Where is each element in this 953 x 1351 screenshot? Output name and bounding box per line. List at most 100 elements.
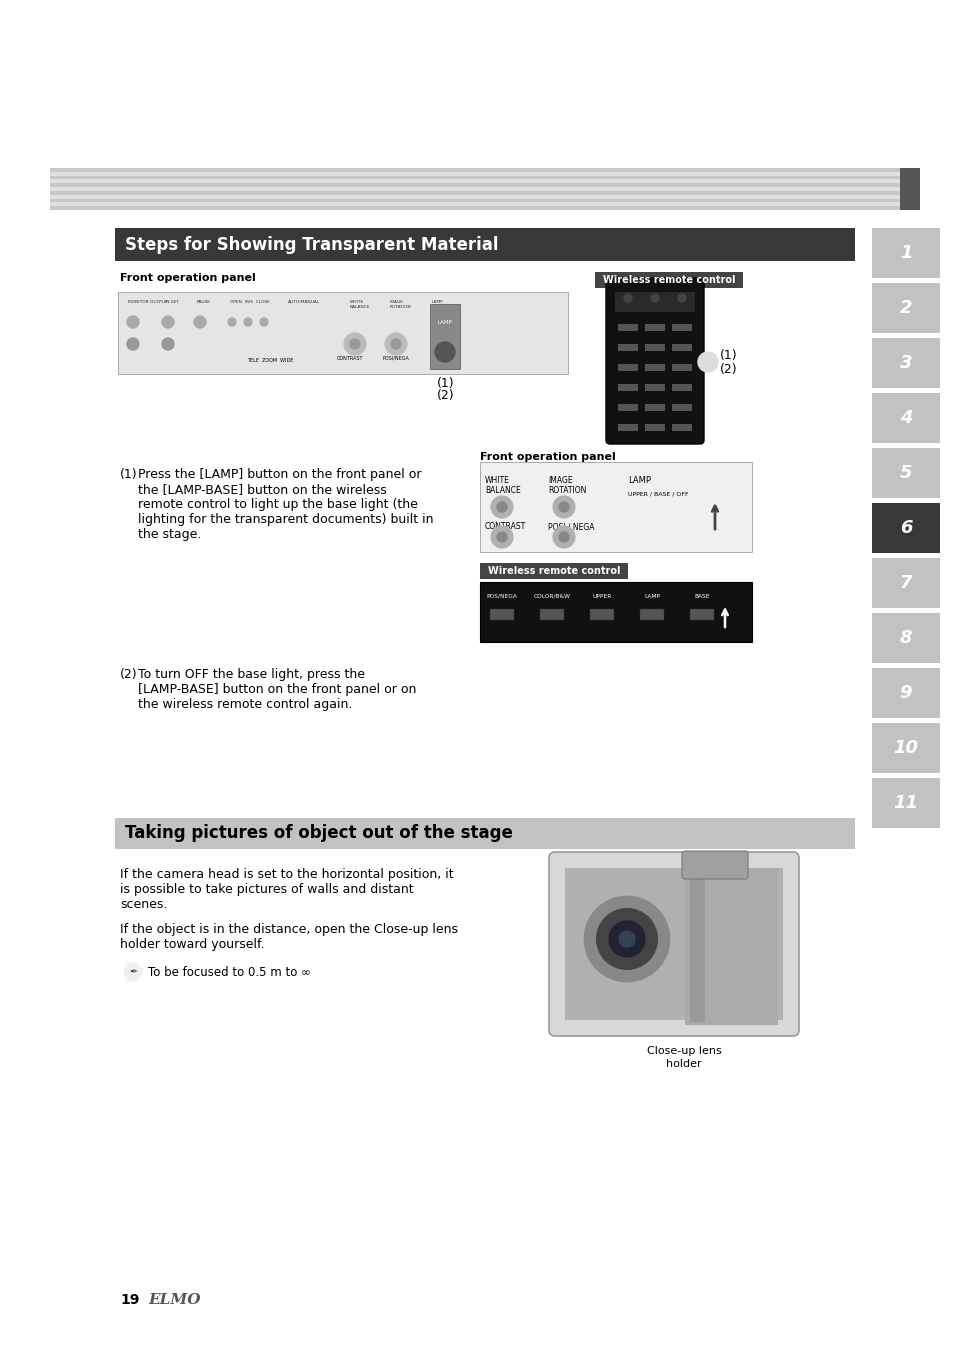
Text: 5: 5	[899, 463, 911, 482]
Bar	[589, 609, 614, 620]
Circle shape	[127, 338, 139, 350]
Text: COLOR/B&W: COLOR/B&W	[533, 594, 570, 598]
Bar	[899, 168, 919, 209]
Bar	[50, 190, 899, 195]
Circle shape	[391, 339, 400, 349]
Circle shape	[435, 342, 455, 362]
Circle shape	[124, 963, 142, 981]
Text: lighting for the transparent documents) built in: lighting for the transparent documents) …	[138, 513, 433, 526]
Bar	[871, 449, 939, 499]
Text: Taking pictures of object out of the stage: Taking pictures of object out of the sta…	[125, 824, 513, 843]
Bar	[539, 609, 563, 620]
Text: 19: 19	[120, 1293, 139, 1306]
Bar	[50, 168, 899, 172]
Circle shape	[260, 317, 268, 326]
Bar	[644, 404, 664, 411]
Bar	[490, 609, 514, 620]
Bar	[564, 867, 782, 1020]
Text: Front operation panel: Front operation panel	[479, 453, 615, 462]
Bar	[50, 203, 899, 207]
Text: (1): (1)	[720, 350, 737, 362]
Bar	[50, 180, 899, 184]
Bar	[871, 282, 939, 332]
Text: 9: 9	[899, 684, 911, 703]
Text: PAUSE: PAUSE	[196, 300, 211, 304]
Text: LAMP: LAMP	[432, 300, 443, 304]
Bar	[871, 667, 939, 717]
Bar	[689, 609, 713, 620]
Text: If the camera head is set to the horizontal position, it: If the camera head is set to the horizon…	[120, 867, 453, 881]
Text: the stage.: the stage.	[138, 528, 201, 540]
Bar	[50, 199, 899, 203]
Text: BASE: BASE	[694, 594, 709, 598]
Bar	[50, 186, 899, 190]
Bar	[644, 345, 664, 351]
Bar	[871, 723, 939, 773]
Circle shape	[650, 295, 659, 303]
Bar	[618, 324, 638, 331]
Bar	[50, 176, 899, 180]
Bar	[618, 363, 638, 372]
Bar	[50, 207, 899, 209]
Circle shape	[608, 921, 644, 957]
Circle shape	[497, 503, 506, 512]
Text: POS/NEGA: POS/NEGA	[486, 594, 517, 598]
Text: IMAGE
ROTATION: IMAGE ROTATION	[547, 476, 586, 496]
Circle shape	[597, 909, 657, 969]
Bar	[644, 324, 664, 331]
Circle shape	[558, 532, 568, 542]
Bar	[618, 384, 638, 390]
Text: LAMP: LAMP	[627, 476, 650, 485]
Circle shape	[344, 332, 366, 355]
Text: WHITE
BALANCE: WHITE BALANCE	[484, 476, 520, 496]
Text: remote control to light up the base light (the: remote control to light up the base ligh…	[138, 499, 417, 511]
Bar	[115, 817, 854, 848]
Bar	[671, 384, 691, 390]
Text: 7: 7	[899, 574, 911, 592]
Text: (1): (1)	[120, 467, 137, 481]
Text: ✒: ✒	[129, 967, 137, 977]
Text: the wireless remote control again.: the wireless remote control again.	[138, 698, 352, 711]
Text: 11: 11	[893, 794, 918, 812]
Circle shape	[618, 931, 635, 947]
Bar	[671, 324, 691, 331]
Circle shape	[127, 316, 139, 328]
Text: Front operation panel: Front operation panel	[120, 273, 255, 282]
Bar	[618, 424, 638, 431]
Bar	[479, 462, 751, 553]
Circle shape	[491, 526, 513, 549]
Text: (2): (2)	[720, 363, 737, 377]
Circle shape	[244, 317, 252, 326]
Circle shape	[491, 496, 513, 517]
Circle shape	[162, 316, 173, 328]
Text: 3: 3	[899, 354, 911, 372]
Circle shape	[553, 496, 575, 517]
Text: [LAMP-BASE] button on the front panel or on: [LAMP-BASE] button on the front panel or…	[138, 684, 416, 696]
Circle shape	[623, 295, 631, 303]
Bar	[871, 613, 939, 663]
Circle shape	[385, 332, 407, 355]
Circle shape	[193, 316, 206, 328]
Text: (1): (1)	[436, 377, 455, 390]
Bar	[871, 778, 939, 828]
Text: is possible to take pictures of walls and distant: is possible to take pictures of walls an…	[120, 884, 414, 896]
Text: LAMP: LAMP	[437, 319, 452, 324]
Bar	[644, 384, 664, 390]
Text: Steps for Showing Transparent Material: Steps for Showing Transparent Material	[125, 235, 498, 254]
Bar	[479, 582, 751, 642]
Bar	[618, 404, 638, 411]
Circle shape	[698, 353, 718, 372]
Bar	[595, 272, 742, 288]
Text: IN SET: IN SET	[165, 300, 179, 304]
Text: IMAGE
ROTATION: IMAGE ROTATION	[390, 300, 412, 308]
Text: scenes.: scenes.	[120, 898, 167, 911]
Text: POSI/NEGA: POSI/NEGA	[382, 355, 409, 361]
Bar	[615, 292, 695, 312]
Bar	[644, 363, 664, 372]
Bar	[644, 424, 664, 431]
Text: Wireless remote control: Wireless remote control	[602, 276, 735, 285]
Circle shape	[584, 897, 668, 981]
Bar	[618, 345, 638, 351]
Text: TELE  ZOOM  WIDE: TELE ZOOM WIDE	[247, 358, 293, 362]
Circle shape	[678, 295, 685, 303]
